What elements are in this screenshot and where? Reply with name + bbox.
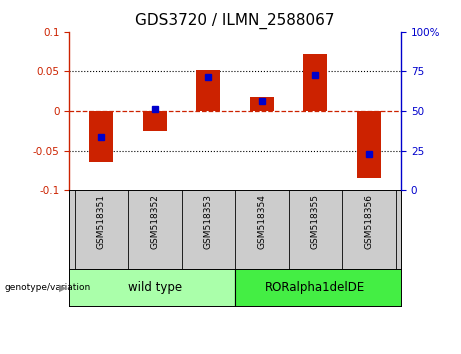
Text: GSM518354: GSM518354	[257, 194, 266, 249]
Bar	[235, 269, 401, 306]
Title: GDS3720 / ILMN_2588067: GDS3720 / ILMN_2588067	[136, 13, 335, 29]
Bar	[250, 97, 274, 111]
Text: wild type: wild type	[128, 281, 182, 294]
Text: GSM518352: GSM518352	[150, 194, 160, 249]
Text: GSM518351: GSM518351	[97, 194, 106, 249]
Text: GSM518353: GSM518353	[204, 194, 213, 249]
Bar	[196, 70, 220, 111]
Text: genotype/variation: genotype/variation	[5, 283, 91, 292]
Text: GSM518356: GSM518356	[365, 194, 373, 249]
Text: RORalpha1delDE: RORalpha1delDE	[265, 281, 366, 294]
Bar	[357, 111, 381, 178]
Text: GSM518355: GSM518355	[311, 194, 320, 249]
Bar	[303, 54, 327, 111]
Bar	[143, 111, 167, 131]
Bar	[89, 111, 113, 162]
Text: ▶: ▶	[59, 283, 67, 293]
Bar	[69, 269, 235, 306]
